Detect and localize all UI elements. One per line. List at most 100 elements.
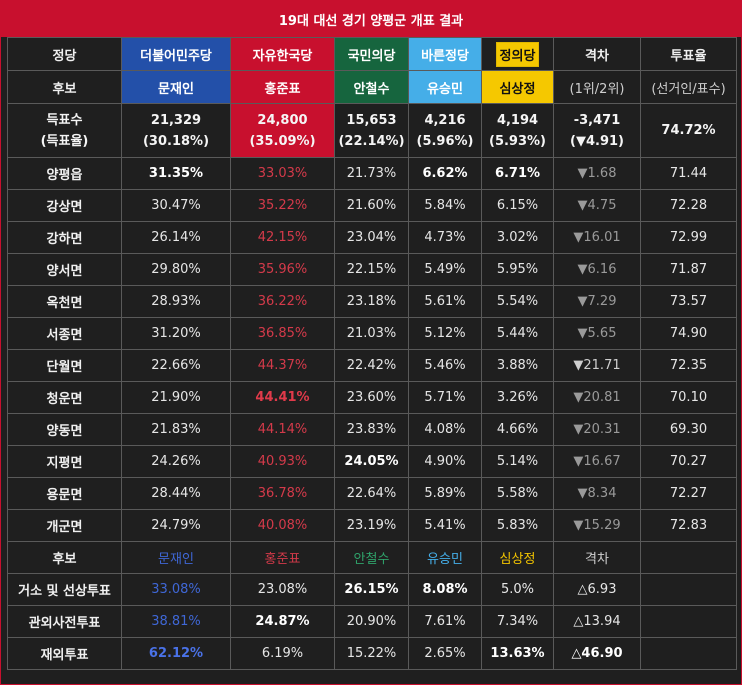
special-row: 거소 및 선상투표 33.08% 23.08% 26.15% 8.08% 5.0% △6.9… bbox=[7, 573, 737, 606]
region-row: 양평읍 31.35% 33.03% 21.73% 6.62% 6.71% ▼1.68 71.4… bbox=[7, 157, 737, 190]
special-row: 재외투표 62.12% 6.19% 15.22% 2.65% 13.63% △46.90 bbox=[7, 637, 737, 670]
rate-moon: 21.83% bbox=[121, 413, 231, 446]
gap-value: ▼8.34 bbox=[553, 477, 641, 510]
region-row: 강하면 26.14% 42.15% 23.04% 4.73% 3.02% ▼16.01 72.… bbox=[7, 221, 737, 254]
rate-sim: 4.66% bbox=[481, 413, 554, 446]
region-name: 서종면 bbox=[7, 317, 122, 350]
region-row: 양서면 29.80% 35.96% 22.15% 5.49% 5.95% ▼6.16 71.8… bbox=[7, 253, 737, 286]
rate-yoo: 2.65% bbox=[408, 637, 482, 670]
party-row: 정당 더불어민주당 자유한국당 국민의당 바른정당 정의당 격차 투표율 bbox=[7, 37, 737, 71]
justice-party-logo: 정의당 bbox=[495, 41, 540, 67]
vote-total-row: 득표수 (득표율) 21,329 (30.18%) 24,800 (35.09%) 1… bbox=[7, 103, 737, 158]
empty-cell bbox=[640, 637, 737, 670]
rate-yoo: 5.49% bbox=[408, 253, 482, 286]
rate-ahn: 23.83% bbox=[334, 413, 409, 446]
gap-sublabel: (1위/2위) bbox=[553, 70, 641, 104]
sub-candidate-label: 후보 bbox=[7, 541, 122, 574]
region-name: 옥천면 bbox=[7, 285, 122, 318]
gap-value: △46.90 bbox=[553, 637, 641, 670]
rate-hong: 23.08% bbox=[230, 573, 335, 606]
turnout-value: 70.10 bbox=[640, 381, 737, 414]
region-row: 청운면 21.90% 44.41% 23.60% 5.71% 3.26% ▼20.81 70.… bbox=[7, 381, 737, 414]
special-row: 관외사전투표 38.81% 24.87% 20.90% 7.61% 7.34% △13.94 bbox=[7, 605, 737, 638]
gap-value: △13.94 bbox=[553, 605, 641, 638]
vote-count: 4,216 bbox=[424, 112, 466, 128]
rate-ahn: 21.73% bbox=[334, 157, 409, 190]
turnout-sublabel: (선거인/표수) bbox=[640, 70, 737, 104]
rate-hong: 44.41% bbox=[230, 381, 335, 414]
gap-rate: (▼4.91) bbox=[570, 133, 624, 149]
vote-gap: -3,471 (▼4.91) bbox=[553, 103, 641, 158]
rate-ahn: 22.42% bbox=[334, 349, 409, 382]
vote-rate: (5.96%) bbox=[416, 133, 474, 149]
party-bareun: 바른정당 bbox=[408, 37, 482, 71]
rate-yoo: 5.89% bbox=[408, 477, 482, 510]
rate-sim: 5.95% bbox=[481, 253, 554, 286]
rate-hong: 44.14% bbox=[230, 413, 335, 446]
special-name: 재외투표 bbox=[7, 637, 122, 670]
gap-value: ▼20.81 bbox=[553, 381, 641, 414]
vote-rate-label: (득표율) bbox=[40, 133, 89, 149]
rate-moon: 30.47% bbox=[121, 189, 231, 222]
vote-turnout: 74.72% bbox=[640, 103, 737, 158]
rate-yoo: 7.61% bbox=[408, 605, 482, 638]
rate-moon: 62.12% bbox=[121, 637, 231, 670]
region-name: 지평면 bbox=[7, 445, 122, 478]
rate-yoo: 5.84% bbox=[408, 189, 482, 222]
gap-value: ▼16.67 bbox=[553, 445, 641, 478]
gap-value: ▼7.29 bbox=[553, 285, 641, 318]
sub-candidate-sim: 심상정 bbox=[481, 541, 554, 574]
rate-ahn: 23.18% bbox=[334, 285, 409, 318]
rate-moon: 28.93% bbox=[121, 285, 231, 318]
rate-yoo: 5.46% bbox=[408, 349, 482, 382]
vote-ahn: 15,653 (22.14%) bbox=[334, 103, 409, 158]
rate-sim: 5.54% bbox=[481, 285, 554, 318]
sub-header-row: 후보 문재인 홍준표 안철수 유승민 심상정 격차 bbox=[7, 541, 737, 574]
rate-yoo: 4.73% bbox=[408, 221, 482, 254]
region-name: 양서면 bbox=[7, 253, 122, 286]
turnout-value: 70.27 bbox=[640, 445, 737, 478]
rate-moon: 22.66% bbox=[121, 349, 231, 382]
rate-sim: 3.88% bbox=[481, 349, 554, 382]
vote-rate: (5.93%) bbox=[489, 133, 546, 149]
rate-moon: 31.35% bbox=[121, 157, 231, 190]
special-name: 거소 및 선상투표 bbox=[7, 573, 122, 606]
rate-hong: 42.15% bbox=[230, 221, 335, 254]
sub-gap-label: 격차 bbox=[553, 541, 641, 574]
region-row: 옥천면 28.93% 36.22% 23.18% 5.61% 5.54% ▼7.29 73.5… bbox=[7, 285, 737, 318]
rate-sim: 3.26% bbox=[481, 381, 554, 414]
gap-value: ▼5.65 bbox=[553, 317, 641, 350]
vote-count-label: 득표수 bbox=[46, 112, 83, 128]
turnout-value: 71.44 bbox=[640, 157, 737, 190]
candidate-row: 후보 문재인 홍준표 안철수 유승민 심상정 (1위/2위) (선거인/표수) bbox=[7, 70, 737, 104]
rate-yoo: 4.90% bbox=[408, 445, 482, 478]
rate-hong: 36.22% bbox=[230, 285, 335, 318]
party-peoples: 국민의당 bbox=[334, 37, 409, 71]
rate-ahn: 24.05% bbox=[334, 445, 409, 478]
sub-candidate-yoo: 유승민 bbox=[408, 541, 482, 574]
gap-value: ▼1.68 bbox=[553, 157, 641, 190]
rate-ahn: 21.60% bbox=[334, 189, 409, 222]
rate-sim: 6.71% bbox=[481, 157, 554, 190]
turnout-value: 72.27 bbox=[640, 477, 737, 510]
rate-sim: 3.02% bbox=[481, 221, 554, 254]
results-table: 정당 더불어민주당 자유한국당 국민의당 바른정당 정의당 격차 투표율 후보 … bbox=[7, 37, 737, 670]
rate-ahn: 23.04% bbox=[334, 221, 409, 254]
vote-count: 4,194 bbox=[496, 112, 539, 128]
vote-total-label: 득표수 (득표율) bbox=[7, 103, 122, 158]
rate-yoo: 8.08% bbox=[408, 573, 482, 606]
rate-ahn: 15.22% bbox=[334, 637, 409, 670]
turnout-value: 74.90 bbox=[640, 317, 737, 350]
empty-cell bbox=[640, 573, 737, 606]
turnout-value: 72.35 bbox=[640, 349, 737, 382]
gap-value: ▼15.29 bbox=[553, 509, 641, 542]
empty-cell bbox=[640, 605, 737, 638]
rate-sim: 6.15% bbox=[481, 189, 554, 222]
candidate-sim: 심상정 bbox=[481, 70, 554, 104]
rate-hong: 40.08% bbox=[230, 509, 335, 542]
rate-hong: 44.37% bbox=[230, 349, 335, 382]
region-name: 청운면 bbox=[7, 381, 122, 414]
rate-hong: 35.96% bbox=[230, 253, 335, 286]
rate-moon: 31.20% bbox=[121, 317, 231, 350]
turnout-value: 71.87 bbox=[640, 253, 737, 286]
